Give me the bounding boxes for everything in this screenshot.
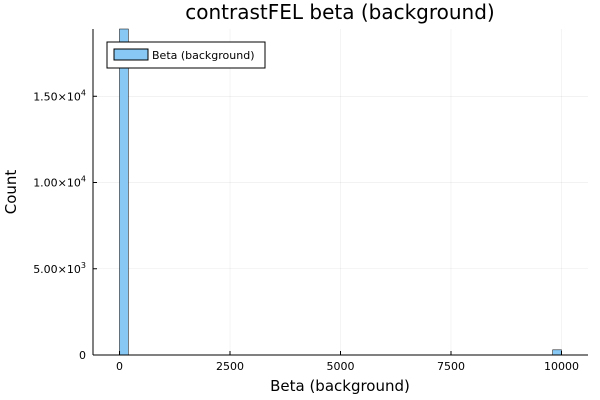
x-axis-title: Beta (background) [270, 377, 410, 395]
legend: Beta (background) [106, 41, 266, 69]
y-tick-label-2: 1.00×104 [33, 175, 86, 190]
chart-title: contrastFEL beta (background) [185, 0, 494, 24]
legend-label: Beta (background) [152, 49, 255, 62]
x-tick-label-0: 0 [116, 360, 123, 373]
x-tick-label-3: 7500 [437, 360, 465, 373]
grid-lines [93, 29, 588, 356]
histogram-bar-0 [119, 28, 129, 356]
x-tick-labels: 0 2500 5000 7500 10000 [116, 360, 579, 373]
y-tick-labels: 0 5.00×103 1.00×104 1.50×104 [33, 88, 86, 362]
histogram-bar-1 [552, 349, 562, 356]
y-tick-label-1: 5.00×103 [33, 261, 86, 276]
legend-swatch [113, 48, 149, 61]
axes [92, 29, 588, 356]
y-axis-title: Count [2, 170, 20, 215]
x-tick-label-2: 5000 [327, 360, 355, 373]
y-tick-label-3: 1.50×104 [33, 88, 86, 103]
x-tick-label-4: 10000 [544, 360, 579, 373]
x-tick-label-1: 2500 [216, 360, 244, 373]
y-tick-label-0: 0 [79, 349, 86, 362]
